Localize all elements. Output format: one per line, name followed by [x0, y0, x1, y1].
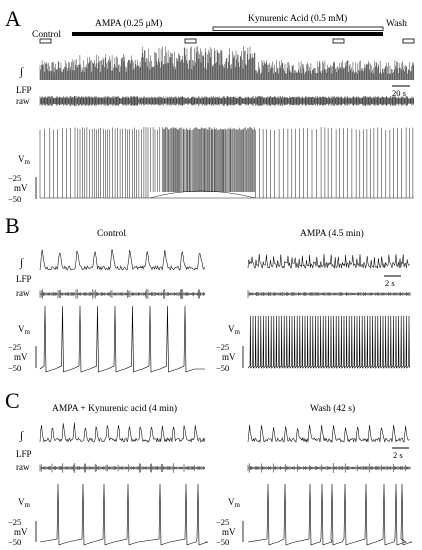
panel-c-raw-label: raw — [16, 462, 30, 472]
panel-c-lfp-label: LFP — [16, 449, 32, 459]
panel-b-right-raw-trace — [247, 289, 411, 299]
panel-c-scale-label: 2 s — [393, 450, 403, 460]
panel-c-right-title: Wash (42 s) — [310, 403, 355, 414]
panel-c-right-tick-lower: −50 — [216, 537, 229, 547]
panel-c-right-mv-label: mV — [222, 527, 236, 537]
panel-a-letter: A — [5, 6, 21, 31]
ampa-bar — [72, 32, 383, 36]
panel-b-left-tick-lower: −50 — [8, 363, 21, 373]
panel-c-left-tick-upper: −25 — [8, 517, 21, 527]
panel-a-scale-label: 20 s — [392, 88, 406, 98]
panel-b-right-title: AMPA (4.5 min) — [300, 228, 364, 239]
wash-label: Wash — [386, 19, 407, 29]
kynurenic-bar — [212, 26, 384, 31]
marker-wash — [402, 38, 415, 44]
panel-c-integral-label: ∫ — [19, 430, 24, 442]
panel-c-right-tick-upper: −25 — [216, 517, 229, 527]
panel-c-right-raw-trace — [247, 463, 411, 473]
panel-a-tick-upper: −25 — [8, 173, 21, 183]
panel-b-right-tick-upper: −25 — [216, 342, 229, 352]
marker-b — [184, 38, 197, 44]
panel-a-raw-lfp-trace — [39, 96, 414, 106]
panel-c-right-integral-trace — [247, 424, 410, 444]
panel-b-left-integral-trace — [39, 249, 206, 271]
ampa-label: AMPA (0.25 μM) — [95, 18, 162, 29]
panel-b-left-vm-label: Vm — [18, 324, 31, 336]
control-marker — [39, 38, 52, 44]
panel-b-integral-label: ∫ — [19, 257, 24, 269]
panel-c-left-vm-label: Vm — [18, 497, 31, 509]
panel-a-tick-lower: −50 — [8, 194, 21, 204]
panel-c-letter: C — [5, 388, 20, 413]
panel-c-left-raw-trace — [39, 463, 205, 473]
marker-c — [332, 38, 345, 44]
panel-c-left-tick-lower: −50 — [8, 537, 21, 547]
panel-b-left-title: Control — [97, 229, 126, 239]
panel-c-left-mv-label: mV — [14, 527, 28, 537]
panel-b-left-tick-upper: −25 — [8, 342, 21, 352]
panel-a-vm-trace — [39, 127, 414, 199]
panel-b-left-mv-label: mV — [14, 352, 28, 362]
panel-b-left-vm-trace — [39, 305, 205, 373]
panel-b-right-tick-lower: −50 — [216, 363, 229, 373]
panel-b-letter: B — [5, 213, 20, 238]
panel-c-left-title: AMPA + Kynurenic acid (4 min) — [52, 403, 177, 414]
panel-b-right-integral-trace — [247, 253, 410, 270]
control-label: Control — [32, 30, 61, 40]
panel-a-integral-label: ∫ — [19, 66, 24, 78]
panel-c-left-integral-trace — [39, 422, 206, 443]
panel-b-right-vm-label: Vm — [228, 324, 241, 336]
panel-c-right-vm-trace — [247, 483, 413, 546]
panel-b-raw-label: raw — [16, 288, 30, 298]
panel-a-integral-trace — [39, 46, 414, 80]
kynurenic-label: Kynurenic Acid (0.5 mM) — [248, 13, 347, 24]
panel-a-mv-label: mV — [14, 183, 28, 193]
panel-a-vm-label: Vm — [18, 154, 31, 166]
panel-c-left-vm-trace — [39, 483, 209, 546]
panel-b-left-raw-trace — [39, 289, 205, 299]
panel-a-lfp-label: LFP — [16, 85, 32, 95]
panel-b-right-mv-label: mV — [222, 352, 236, 362]
panel-b-scale-label: 2 s — [385, 278, 395, 288]
panel-b-lfp-label: LFP — [16, 274, 32, 284]
panel-a-condition-bars: Control AMPA (0.25 μM) Kynurenic Acid (0… — [32, 13, 415, 44]
panel-c-right-vm-label: Vm — [228, 497, 241, 509]
panel-b-right-vm-trace — [247, 315, 410, 369]
panel-a-raw-label: raw — [16, 96, 30, 106]
